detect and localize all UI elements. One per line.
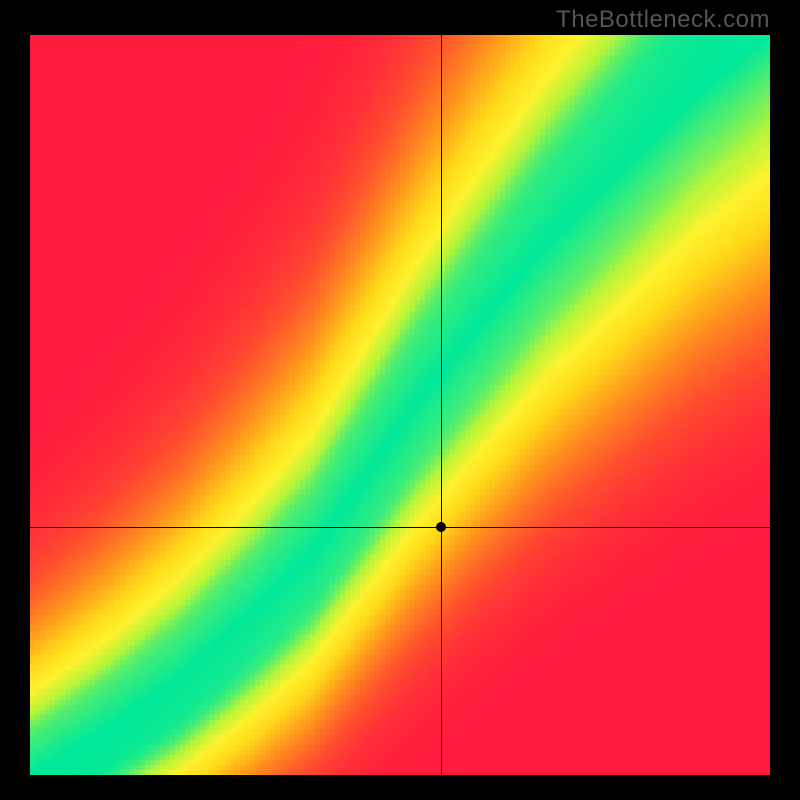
chart-container: TheBottleneck.com [0,0,800,800]
heatmap-canvas [30,35,770,775]
crosshair-vertical [441,35,442,775]
crosshair-horizontal [30,527,770,528]
marker-dot [436,522,446,532]
plot-area [30,35,770,775]
watermark-text: TheBottleneck.com [556,6,770,34]
